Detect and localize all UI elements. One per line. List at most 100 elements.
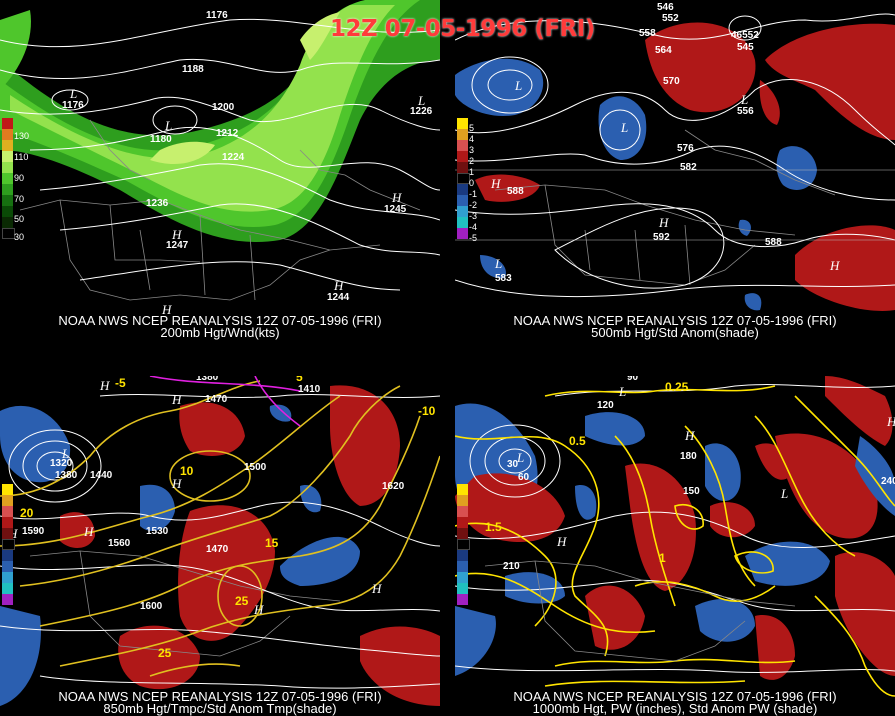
high-marker: H <box>659 215 669 230</box>
high-marker: H <box>685 428 695 443</box>
contour-label: 570 <box>663 76 680 87</box>
contour-label: 60 <box>518 472 530 483</box>
contour-label: 1500 <box>244 462 267 473</box>
map-850mb <box>0 376 440 706</box>
jet-core <box>10 5 395 212</box>
high-marker: H <box>334 278 344 293</box>
temp-contour-cold <box>149 376 301 392</box>
contour-label: 1530 <box>146 526 169 537</box>
pw-label: 0.25 <box>665 380 689 394</box>
contour-label: 210 <box>503 561 520 572</box>
contour-label: 582 <box>680 162 697 173</box>
high-marker: H <box>254 602 264 617</box>
high-marker: H <box>172 476 182 491</box>
contour-label: 1620 <box>382 481 405 492</box>
panel-caption-line1: NOAA NWS NCEP REANALYSIS 12Z 07-05-1996 … <box>58 689 382 704</box>
contour-label: 46552 <box>731 30 759 41</box>
low-marker: L <box>70 86 78 101</box>
high-marker: H <box>172 227 182 242</box>
contour-label: 30 <box>507 459 519 470</box>
contour-label: 150 <box>683 486 700 497</box>
contour-label: 592 <box>653 232 670 243</box>
jet-sw <box>0 10 31 90</box>
high-marker: H <box>84 524 94 539</box>
geo-borders <box>484 560 796 662</box>
panel-caption-line1: NOAA NWS NCEP REANALYSIS 12Z 07-05-1996 … <box>513 689 837 704</box>
panel-1000mb: 90 120 150 180 210 240 60 30 0.25 0.5 1 … <box>455 376 895 716</box>
temp-label: 5 <box>296 376 303 384</box>
contour-label: 545 <box>737 42 754 53</box>
temp-label: 15 <box>265 536 279 550</box>
low-marker: L <box>781 486 789 501</box>
contour-label: 588 <box>765 237 782 248</box>
high-marker: H <box>830 258 840 273</box>
anomaly-shading <box>0 385 440 706</box>
temp-label: -5 <box>115 376 126 390</box>
contour-label: 576 <box>677 143 694 154</box>
contour-label: 558 <box>639 28 656 39</box>
low-marker: L <box>62 446 70 461</box>
height-contours <box>0 394 440 689</box>
valid-time-title: 12Z 07-05-1996 (FRI) <box>330 16 595 42</box>
temp-label: 25 <box>235 594 249 608</box>
anomaly-shading <box>455 376 895 680</box>
contour-label: 1247 <box>166 240 189 251</box>
temp-contours <box>0 380 440 677</box>
high-marker: H <box>100 378 110 393</box>
low-marker: L <box>515 78 523 93</box>
temp-label: -10 <box>418 404 436 418</box>
low-marker: L <box>619 384 627 399</box>
contour-label: 1590 <box>22 526 45 537</box>
contour-label: 1380 <box>196 376 219 383</box>
high-marker: H <box>172 392 182 407</box>
geo-borders <box>494 129 836 286</box>
low-marker: L <box>418 93 426 108</box>
panel-caption-line2: 200mb Hgt/Wnd(kts) <box>160 325 280 340</box>
map-200mb <box>0 0 440 301</box>
contour-label: 1320 <box>50 458 73 469</box>
jet-max2 <box>300 12 340 60</box>
gridlines <box>455 169 895 241</box>
contour-label: 564 <box>655 45 672 56</box>
high-marker: H <box>887 414 895 430</box>
contour-label: 552 <box>662 13 679 24</box>
jet-max <box>150 141 215 165</box>
panel-500mb: 546 552 558 564 570 576 582 588 592 583 … <box>455 0 895 340</box>
panel-caption-line2: 850mb Hgt/Tmpc/Std Anom Tmp(shade) <box>103 701 337 716</box>
contour-label: 180 <box>680 451 697 462</box>
pw-label: 1.5 <box>485 520 502 534</box>
panel-200mb: 1176 1188 1200 1212 1224 1236 1245 1226 … <box>0 0 440 340</box>
contour-label: 1176 <box>62 100 84 111</box>
pw-label: 0.5 <box>569 434 586 448</box>
contour-label: 240 <box>881 476 895 487</box>
contour-label: 1236 <box>146 198 169 209</box>
low-marker: L <box>495 256 503 271</box>
low-marker: L <box>165 118 173 133</box>
contour-label: 90 <box>627 376 639 383</box>
contour-label: 1600 <box>140 601 163 612</box>
height-contours <box>0 18 440 291</box>
high-marker: H <box>491 176 501 191</box>
contour-label: 546 <box>657 2 674 13</box>
pw-label: 1 <box>659 551 666 565</box>
map-1000mb <box>455 376 895 697</box>
contour-label: 556 <box>737 106 754 117</box>
anomaly-legend <box>457 484 470 605</box>
contour-label: 1470 <box>205 394 228 405</box>
pw-contours <box>455 385 895 697</box>
contour-label: 588 <box>507 186 524 197</box>
panel-caption-line2: 500mb Hgt/Std Anom(shade) <box>591 325 759 340</box>
contour-label: 1470 <box>206 544 229 555</box>
height-contours <box>455 13 895 298</box>
temp-contour-cold2 <box>254 376 301 427</box>
high-marker: H <box>372 581 382 596</box>
contour-label: 1410 <box>298 384 321 395</box>
high-marker: H <box>392 190 402 205</box>
contour-label: 1212 <box>216 128 239 139</box>
contour-label: 1200 <box>212 102 235 113</box>
temp-label: 20 <box>20 506 34 520</box>
contour-label: 583 <box>495 273 512 284</box>
panel-caption-line1: NOAA NWS NCEP REANALYSIS 12Z 07-05-1996 … <box>513 313 837 328</box>
anomaly-legend <box>2 484 15 605</box>
panel-caption-line1: NOAA NWS NCEP REANALYSIS 12Z 07-05-1996 … <box>58 313 382 328</box>
